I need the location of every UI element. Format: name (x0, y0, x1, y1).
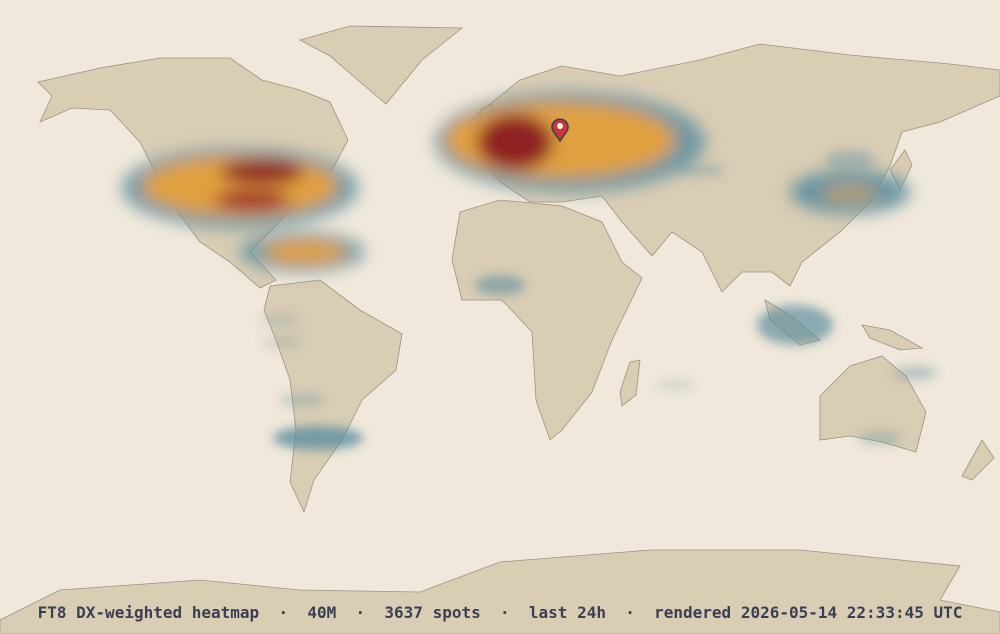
caption: FT8 DX-weighted heatmap · 40M · 3637 spo… (38, 603, 963, 622)
heat-zone (262, 335, 302, 349)
location-pin (551, 118, 569, 143)
heat-zone (475, 275, 525, 295)
pin-dot (557, 123, 563, 129)
heatmap (122, 92, 937, 450)
new-guinea (861, 324, 924, 351)
africa (451, 199, 643, 441)
heat-zone (675, 163, 725, 177)
heat-zone (893, 366, 937, 380)
heat-zone (263, 240, 347, 264)
heat-zone (280, 393, 324, 407)
new-zealand (961, 439, 995, 481)
heat-zone (273, 426, 363, 450)
heat-zone (260, 313, 300, 327)
madagascar (619, 359, 641, 407)
australia (819, 355, 927, 453)
antarctica (0, 549, 1000, 634)
greenland (298, 25, 464, 105)
heat-zone (858, 431, 902, 445)
heat-zone (825, 150, 875, 170)
heat-zone (822, 186, 878, 202)
heat-core (220, 160, 304, 184)
heat-zone (757, 305, 833, 345)
south-america (263, 279, 403, 514)
heat-zone (655, 380, 695, 390)
heat-core (214, 190, 290, 210)
heat-core (477, 114, 553, 170)
pin (551, 118, 569, 143)
